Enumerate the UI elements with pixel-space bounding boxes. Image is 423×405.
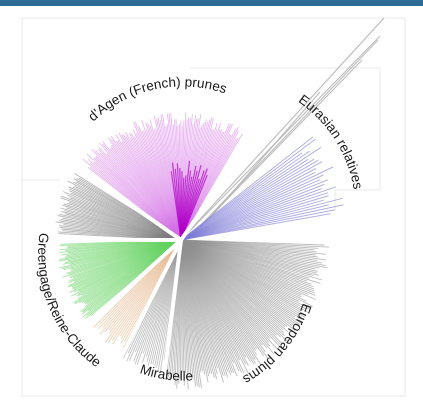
leaf-branch	[180, 174, 324, 241]
leaf-branch	[180, 146, 322, 241]
outgroup-branch	[204, 59, 363, 223]
fan-prunes-core	[170, 160, 208, 241]
outgroup-branch	[209, 91, 321, 219]
leaf-branch	[180, 168, 317, 241]
clade-separators	[61, 107, 275, 380]
leaf-branch	[180, 179, 328, 241]
leaf-branch	[180, 204, 329, 241]
leaf-branch	[180, 174, 208, 241]
fan-european	[166, 239, 330, 390]
separator-spoke	[179, 107, 275, 242]
leaf-branch	[180, 161, 323, 241]
leaf-branch	[180, 138, 316, 241]
leaf-branch	[180, 213, 331, 241]
leaf-branch	[180, 195, 329, 241]
leaf-branch	[180, 209, 336, 241]
outgroup-branch	[180, 17, 385, 241]
leaf-branch	[180, 158, 315, 241]
leaf-branch	[180, 204, 344, 241]
separator-spoke	[120, 239, 183, 357]
clade-label-prunes: d'Agen (French) prunes	[85, 74, 229, 124]
separator-spoke	[75, 238, 183, 336]
clade-label-eurasian: Eurasian relatives	[296, 92, 366, 191]
leaf-branch	[180, 159, 319, 241]
outgroup-branches	[180, 17, 385, 241]
background-frame	[21, 17, 406, 397]
top-bar	[0, 0, 423, 6]
leaf-branch	[180, 136, 314, 241]
leaf-branch	[180, 150, 310, 241]
tree-branches	[180, 17, 385, 241]
leaf-branch	[180, 166, 334, 241]
clade-fans	[55, 107, 344, 390]
separator-spoke	[161, 239, 183, 380]
leaf-branch	[180, 183, 325, 241]
fan-eurasian	[180, 136, 344, 241]
leaf-branch	[180, 197, 344, 241]
leaf-branch	[180, 192, 329, 241]
separator-spoke	[81, 169, 183, 242]
leaf-branch	[180, 186, 337, 241]
